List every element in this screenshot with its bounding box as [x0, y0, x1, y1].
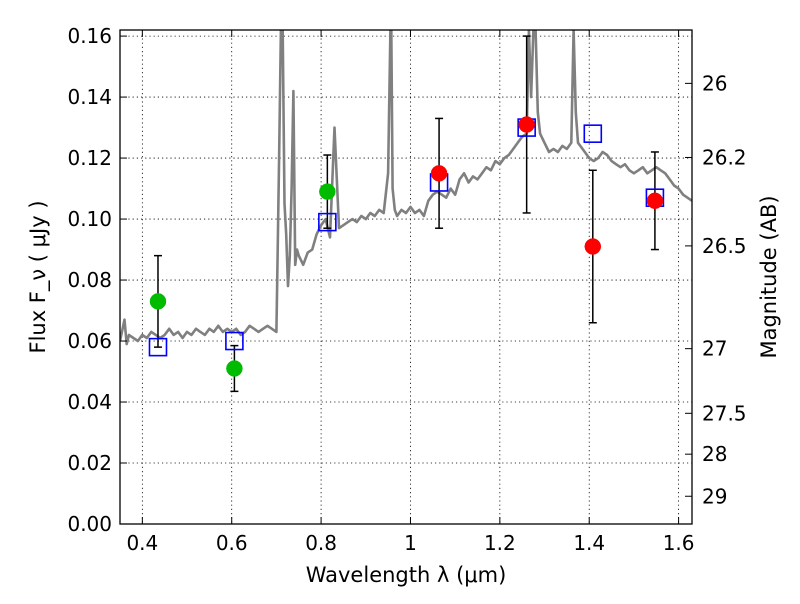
model-square-marker: [583, 124, 603, 143]
x-tick-label: 0.8: [305, 531, 337, 555]
plot-frame: [119, 29, 693, 525]
y-tick-label: 0.00: [67, 512, 112, 536]
y-tick-label: 0.14: [67, 85, 112, 109]
spectrum-layer: [120, 30, 692, 346]
data-point-marker: [149, 293, 167, 310]
y-tick-label: 0.08: [67, 268, 112, 292]
x-axis-label: Wavelength λ (μm): [306, 563, 507, 587]
y-tick-label: 0.06: [67, 329, 112, 353]
axis-ticks: [120, 30, 692, 525]
model-square-marker: [318, 212, 337, 232]
mag-tick-label: 26: [702, 71, 727, 95]
y-axis-label: Flux F_ν ( μJy ): [26, 200, 51, 353]
y-tick-label: 0.04: [67, 390, 112, 414]
x-tick-label: 1.4: [573, 531, 605, 555]
data-point-marker: [226, 360, 243, 377]
x-tick-label: 0.6: [216, 531, 248, 555]
spectrum-line: [120, 30, 692, 346]
y-axis-right-label: Magnitude (AB): [757, 195, 781, 358]
data-point-marker: [319, 183, 336, 200]
x-tick-label: 1.6: [663, 531, 695, 555]
tick-labels: 0.4 0.6 0.8 1 1.2 1.4 1.6 0.00 0.02 0.04 0.06 0.08 0…: [67, 24, 746, 555]
y-tick-label: 0.02: [67, 451, 112, 475]
markers: [148, 116, 665, 377]
mag-tick-label: 26.5: [702, 234, 747, 258]
data-point-marker: [584, 238, 602, 255]
x-tick-label: 1: [404, 531, 417, 555]
model-square-marker: [148, 337, 168, 357]
grid: [120, 30, 692, 524]
x-tick-label: 1.2: [484, 531, 516, 555]
data-point-marker: [430, 165, 448, 182]
y-tick-label: 0.12: [67, 146, 112, 170]
mag-tick-label: 26.2: [702, 145, 747, 169]
x-tick-label: 0.4: [126, 531, 158, 555]
data-point-marker: [646, 192, 664, 210]
y-tick-label: 0.16: [67, 24, 112, 48]
mag-tick-label: 27: [702, 337, 727, 361]
mag-tick-label: 27.5: [702, 401, 747, 425]
model-square-marker: [225, 331, 244, 351]
data-point-marker: [518, 116, 535, 133]
mag-tick-label: 28: [702, 442, 727, 466]
mag-tick-label: 29: [702, 484, 727, 508]
y-tick-label: 0.10: [67, 207, 112, 231]
